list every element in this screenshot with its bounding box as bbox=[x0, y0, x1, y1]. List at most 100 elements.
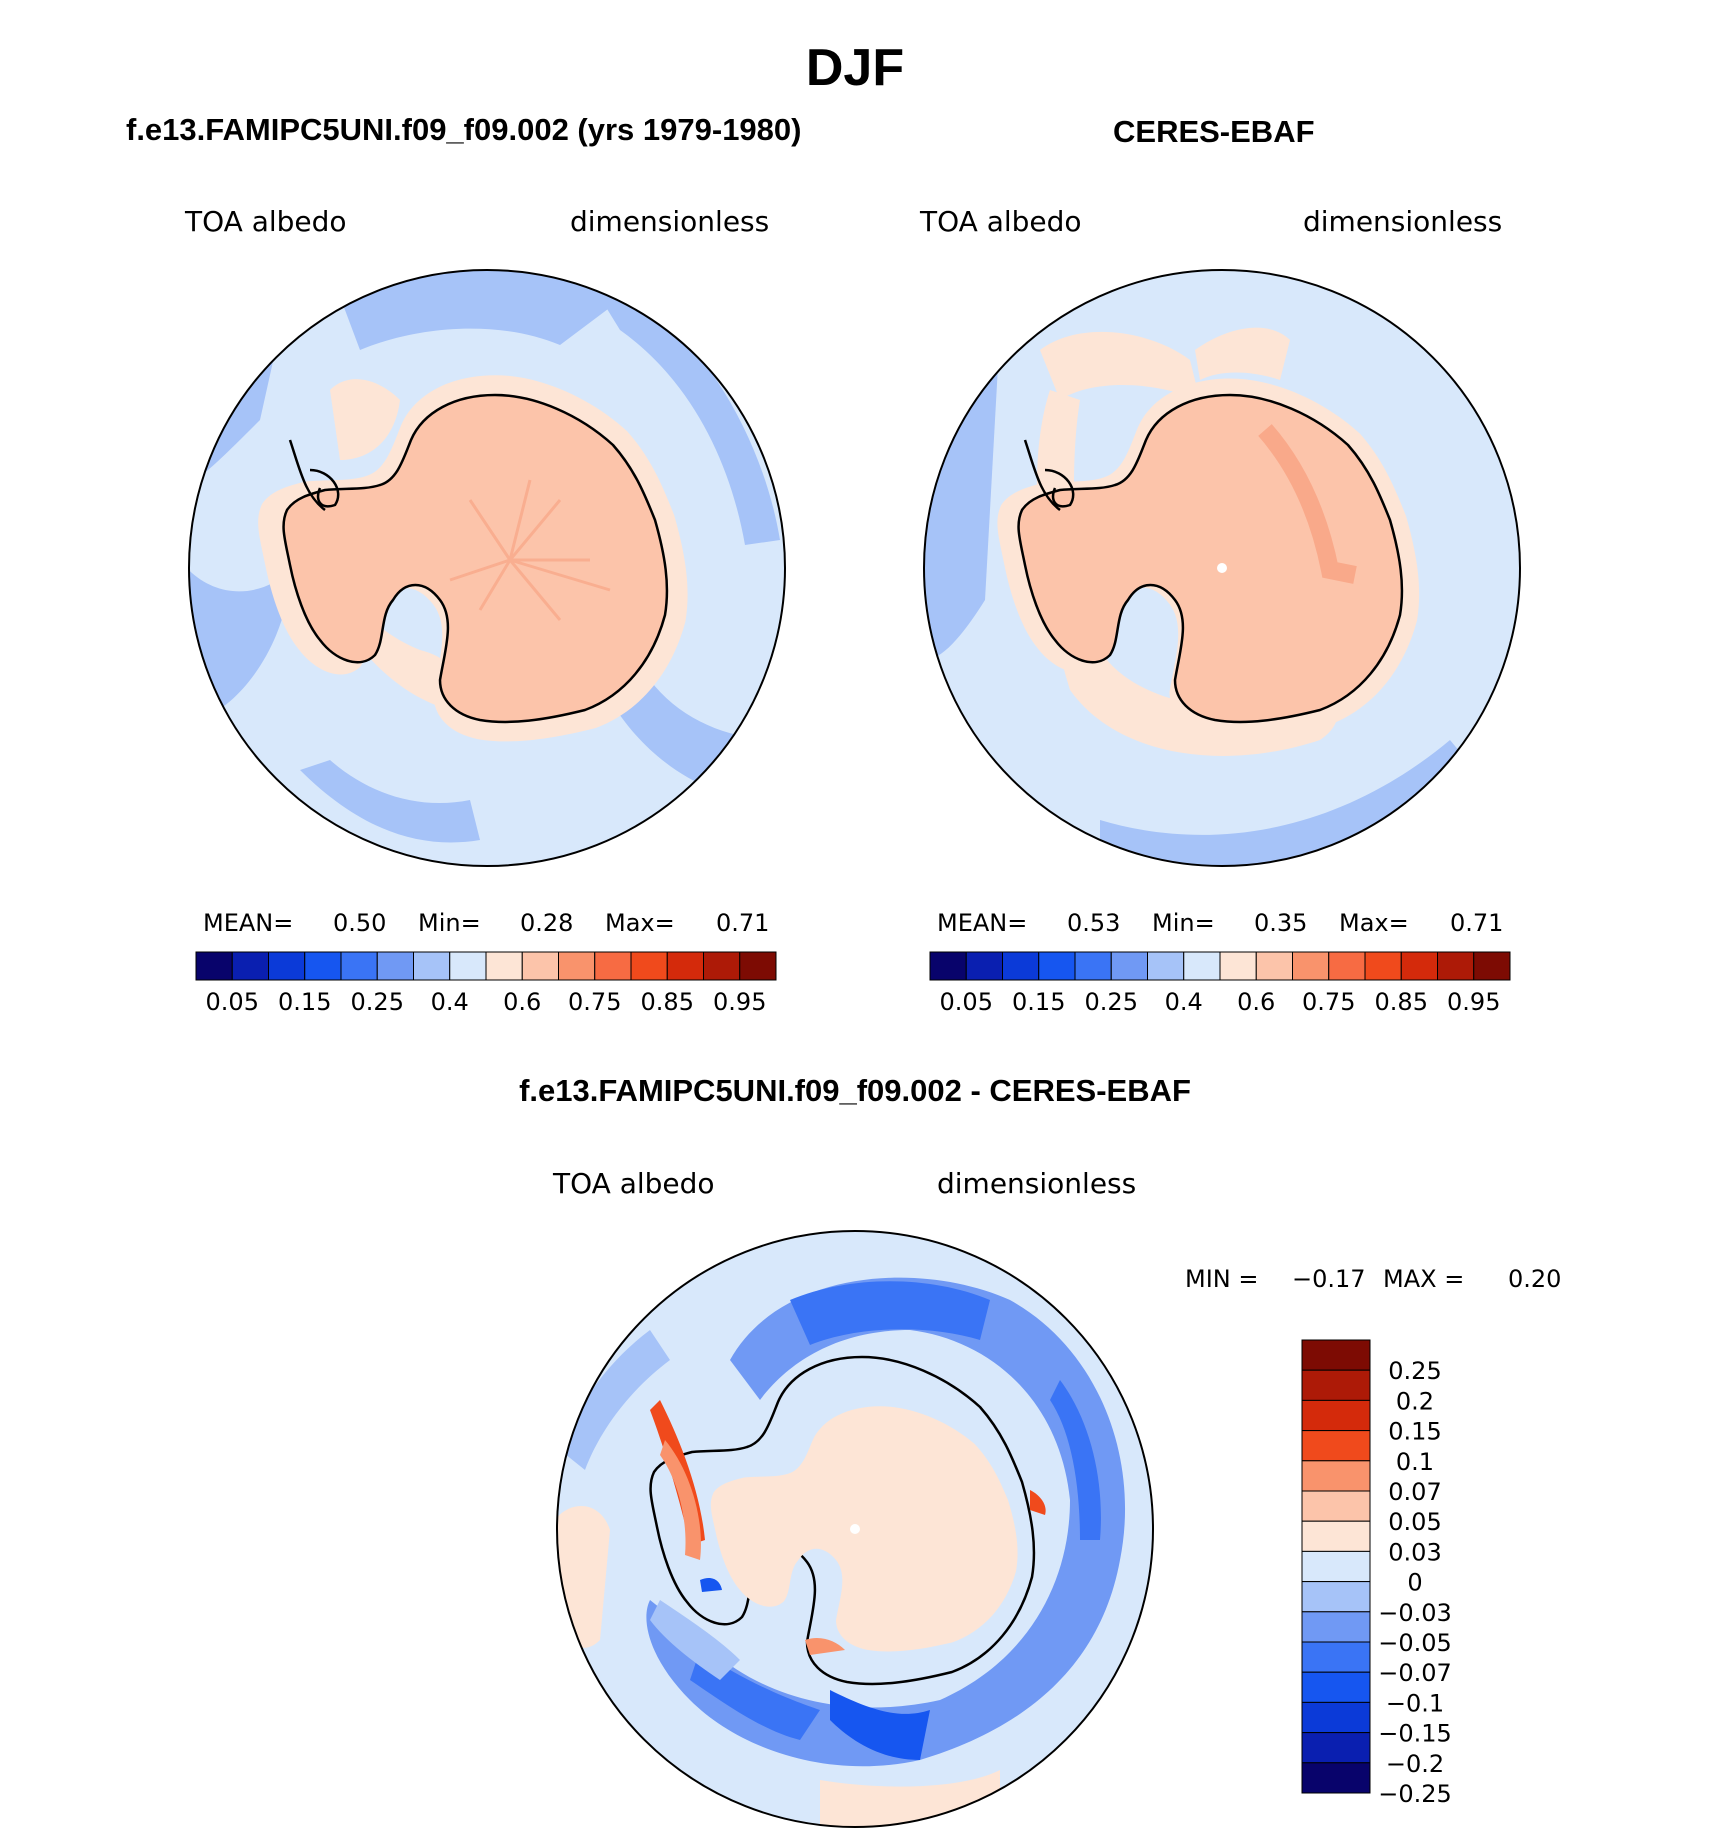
model-colorbar: 0.05 0.15 0.25 0.4 0.6 0.75 0.85 0.95 bbox=[195, 951, 777, 1016]
diff-colorbar-tick-label: −0.03 bbox=[1378, 1599, 1452, 1627]
diff-colorbar-swatch bbox=[1301, 1430, 1371, 1462]
diff-panel-title: f.e13.FAMIPC5UNI.f09_f09.002 - CERES-EBA… bbox=[519, 1073, 1191, 1108]
diff-colorbar-tick-label: −0.2 bbox=[1386, 1750, 1444, 1778]
obs-colorbar-swatch bbox=[1437, 951, 1475, 981]
obs-colorbar-swatch bbox=[1292, 951, 1330, 981]
model-variable-label: TOA albedo bbox=[184, 205, 347, 238]
diff-colorbar-tick-label: 0.15 bbox=[1388, 1418, 1441, 1446]
diff-colorbar-swatch bbox=[1301, 1490, 1371, 1522]
diff-units-label: dimensionless bbox=[937, 1167, 1136, 1200]
obs-colorbar-swatch bbox=[1255, 951, 1293, 981]
obs-colorbar-swatch bbox=[1110, 951, 1148, 981]
obs-units-label: dimensionless bbox=[1303, 205, 1502, 238]
diff-map bbox=[556, 1230, 1154, 1828]
model-colorbar-tick-label: 0.05 bbox=[206, 988, 259, 1016]
diff-colorbar-swatch bbox=[1301, 1701, 1371, 1734]
obs-colorbar: 0.05 0.15 0.25 0.4 0.6 0.75 0.85 0.95 bbox=[929, 951, 1511, 1016]
obs-mean-label: MEAN= bbox=[937, 909, 1027, 937]
model-max-label: Max= bbox=[605, 909, 675, 937]
model-colorbar-swatch bbox=[195, 951, 233, 981]
diff-colorbar-tick-label: −0.15 bbox=[1378, 1720, 1452, 1748]
obs-colorbar-tick-label: 0.95 bbox=[1447, 988, 1500, 1016]
obs-colorbar-swatch bbox=[1147, 951, 1185, 981]
diff-max-label: MAX = bbox=[1383, 1265, 1464, 1293]
diff-colorbar-swatch bbox=[1301, 1339, 1371, 1371]
model-mean-value: 0.50 bbox=[333, 909, 386, 937]
diff-colorbar-swatch bbox=[1301, 1581, 1371, 1613]
model-min-label: Min= bbox=[418, 909, 481, 937]
obs-colorbar-tick-label: 0.25 bbox=[1085, 988, 1138, 1016]
obs-colorbar-swatch bbox=[1328, 951, 1366, 981]
obs-colorbar-swatch bbox=[1038, 951, 1076, 981]
diff-colorbar-tick-label: −0.25 bbox=[1378, 1780, 1452, 1808]
diff-colorbar-swatch bbox=[1301, 1369, 1371, 1401]
model-colorbar-swatch bbox=[304, 951, 342, 981]
model-colorbar-swatch bbox=[268, 951, 306, 981]
diff-colorbar-swatch bbox=[1301, 1611, 1371, 1643]
diff-min-value: −0.17 bbox=[1292, 1265, 1366, 1293]
model-colorbar-swatch bbox=[485, 951, 523, 981]
obs-colorbar-swatch bbox=[929, 951, 967, 981]
diff-colorbar-tick-label: −0.1 bbox=[1386, 1689, 1444, 1717]
diff-colorbar-tick-label: 0 bbox=[1407, 1569, 1422, 1597]
diff-colorbar-tick-label: 0.1 bbox=[1396, 1448, 1434, 1476]
model-colorbar-tick-label: 0.15 bbox=[278, 988, 331, 1016]
diff-colorbar-swatch bbox=[1301, 1550, 1371, 1583]
obs-colorbar-tick-label: 0.75 bbox=[1302, 988, 1355, 1016]
diff-colorbar-swatch bbox=[1301, 1399, 1371, 1432]
obs-colorbar-swatch bbox=[965, 951, 1003, 981]
model-colorbar-swatch bbox=[703, 951, 741, 981]
diff-colorbar-swatch bbox=[1301, 1460, 1371, 1492]
obs-colorbar-swatch bbox=[1219, 951, 1257, 981]
obs-colorbar-tick-label: 0.05 bbox=[940, 988, 993, 1016]
model-colorbar-swatch bbox=[376, 951, 414, 981]
model-colorbar-swatch bbox=[231, 951, 269, 981]
model-colorbar-tick-label: 0.95 bbox=[713, 988, 766, 1016]
obs-colorbar-tick-label: 0.85 bbox=[1375, 988, 1428, 1016]
diff-max-value: 0.20 bbox=[1508, 1265, 1561, 1293]
obs-min-label: Min= bbox=[1152, 909, 1215, 937]
model-panel-title: f.e13.FAMIPC5UNI.f09_f09.002 (yrs 1979-1… bbox=[126, 112, 802, 147]
diff-colorbar-swatch bbox=[1301, 1762, 1371, 1794]
diff-colorbar-swatch bbox=[1301, 1520, 1371, 1552]
obs-colorbar-tick-label: 0.4 bbox=[1165, 988, 1203, 1016]
model-colorbar-tick-label: 0.75 bbox=[568, 988, 621, 1016]
model-colorbar-swatch bbox=[594, 951, 632, 981]
diff-colorbar-tick-label: −0.07 bbox=[1378, 1659, 1452, 1687]
main-title: DJF bbox=[805, 39, 905, 97]
diff-colorbar-tick-label: 0.07 bbox=[1388, 1478, 1441, 1506]
obs-panel-title: CERES-EBAF bbox=[1113, 114, 1315, 149]
diff-variable-label: TOA albedo bbox=[552, 1167, 715, 1200]
diff-colorbar-tick-label: 0.2 bbox=[1396, 1387, 1434, 1415]
model-max-value: 0.71 bbox=[716, 909, 769, 937]
model-mean-label: MEAN= bbox=[203, 909, 293, 937]
obs-colorbar-swatch bbox=[1400, 951, 1438, 981]
model-colorbar-tick-label: 0.85 bbox=[641, 988, 694, 1016]
obs-variable-label: TOA albedo bbox=[919, 205, 1082, 238]
obs-min-value: 0.35 bbox=[1254, 909, 1307, 937]
diff-colorbar: 0.250.20.150.10.070.050.030−0.03−0.05−0.… bbox=[1301, 1339, 1452, 1808]
obs-colorbar-swatch bbox=[1364, 951, 1402, 981]
diff-colorbar-swatch bbox=[1301, 1641, 1371, 1673]
model-colorbar-swatch bbox=[340, 951, 378, 981]
model-colorbar-swatch bbox=[413, 951, 451, 981]
obs-max-label: Max= bbox=[1339, 909, 1409, 937]
obs-colorbar-swatch bbox=[1473, 951, 1511, 981]
diff-colorbar-tick-label: 0.25 bbox=[1388, 1357, 1441, 1385]
obs-map bbox=[923, 269, 1521, 867]
obs-colorbar-swatch bbox=[1183, 951, 1221, 981]
obs-colorbar-swatch bbox=[1002, 951, 1040, 981]
model-colorbar-tick-label: 0.6 bbox=[503, 988, 541, 1016]
diff-colorbar-swatch bbox=[1301, 1671, 1371, 1703]
diff-colorbar-tick-label: −0.05 bbox=[1378, 1629, 1452, 1657]
model-colorbar-swatch bbox=[739, 951, 777, 981]
model-colorbar-tick-label: 0.25 bbox=[351, 988, 404, 1016]
obs-colorbar-tick-label: 0.15 bbox=[1012, 988, 1065, 1016]
diff-min-label: MIN = bbox=[1185, 1265, 1258, 1293]
model-colorbar-swatch bbox=[630, 951, 668, 981]
obs-max-value: 0.71 bbox=[1450, 909, 1503, 937]
model-map bbox=[188, 269, 786, 867]
model-colorbar-swatch bbox=[449, 951, 487, 981]
model-colorbar-tick-label: 0.4 bbox=[431, 988, 469, 1016]
